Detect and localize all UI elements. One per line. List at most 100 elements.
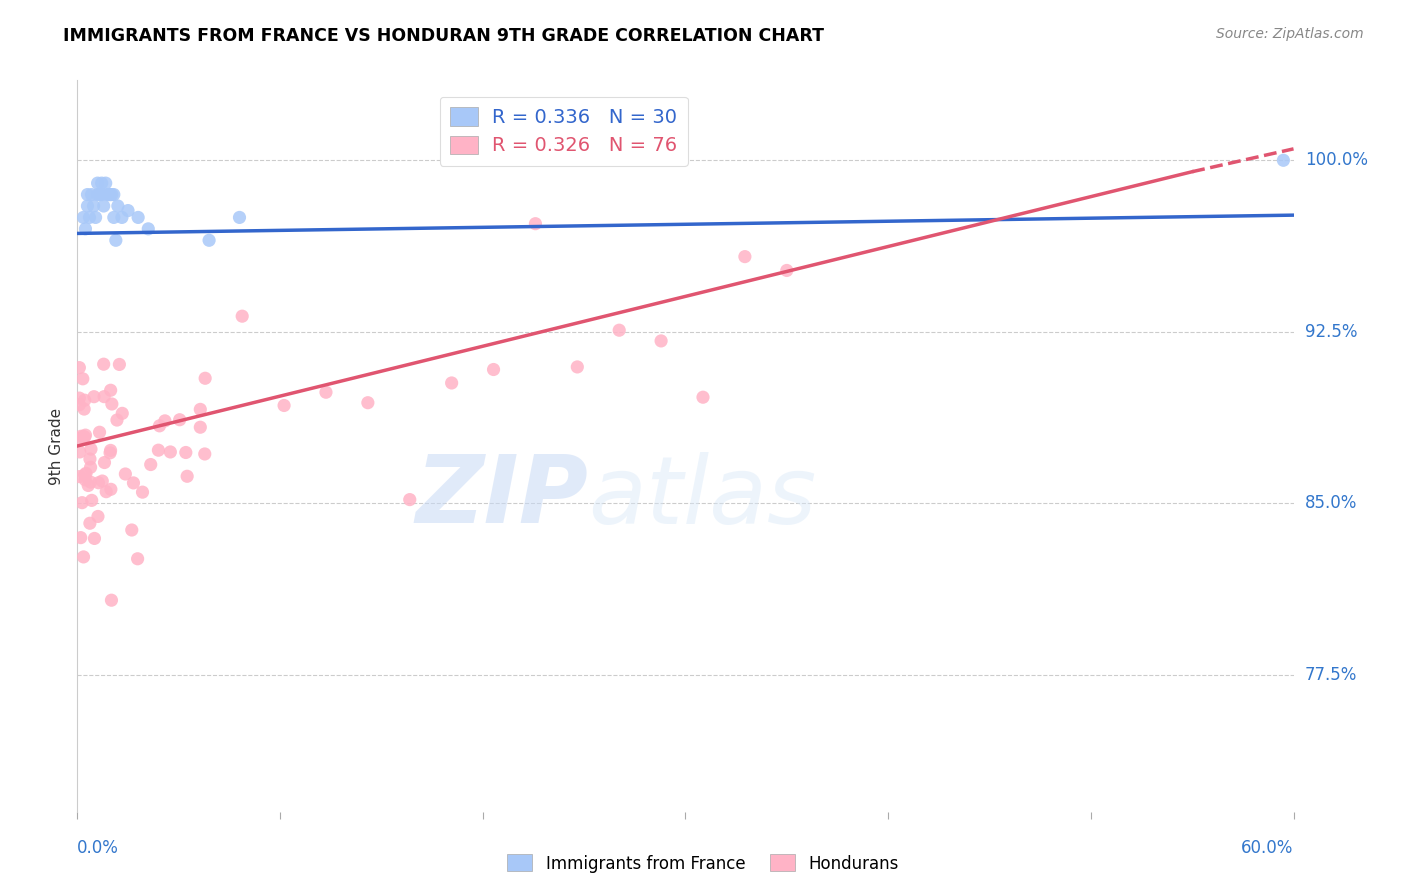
- Point: [127, 551, 149, 566]
- Point: [80, 493, 103, 508]
- Point: [108, 358, 131, 372]
- Point: [194, 371, 217, 385]
- Point: [70, 496, 93, 510]
- Point: [91, 474, 114, 488]
- Point: [122, 475, 145, 490]
- Point: [111, 211, 134, 225]
- Point: [84, 211, 107, 225]
- Point: [103, 211, 125, 225]
- Point: [90, 176, 112, 190]
- Point: [231, 309, 253, 323]
- Point: [111, 406, 134, 420]
- Point: [357, 395, 380, 409]
- Point: [67, 469, 90, 483]
- Point: [76, 199, 98, 213]
- Point: [228, 211, 250, 225]
- Point: [100, 483, 122, 497]
- Point: [1272, 153, 1295, 168]
- Point: [315, 385, 337, 400]
- Point: [97, 187, 120, 202]
- Text: Source: ZipAtlas.com: Source: ZipAtlas.com: [1216, 27, 1364, 41]
- Point: [692, 390, 714, 404]
- Point: [114, 467, 136, 481]
- Text: atlas: atlas: [588, 451, 817, 542]
- Point: [131, 485, 153, 500]
- Point: [101, 397, 124, 411]
- Point: [80, 187, 103, 202]
- Text: 0.0%: 0.0%: [77, 839, 120, 857]
- Text: 100.0%: 100.0%: [1305, 152, 1368, 169]
- Point: [482, 362, 505, 376]
- Point: [524, 217, 547, 231]
- Point: [89, 425, 111, 440]
- Point: [159, 445, 181, 459]
- Point: [75, 222, 97, 236]
- Point: [67, 398, 90, 412]
- Point: [398, 492, 420, 507]
- Point: [194, 447, 217, 461]
- Point: [72, 549, 94, 564]
- Point: [121, 523, 143, 537]
- Point: [100, 384, 122, 398]
- Point: [69, 445, 91, 459]
- Point: [198, 233, 221, 247]
- Point: [734, 250, 756, 264]
- Y-axis label: 9th Grade: 9th Grade: [49, 408, 65, 484]
- Point: [75, 428, 97, 442]
- Point: [93, 199, 115, 213]
- Point: [98, 187, 121, 202]
- Point: [79, 211, 101, 225]
- Point: [67, 391, 90, 405]
- Point: [79, 452, 101, 467]
- Text: 92.5%: 92.5%: [1305, 323, 1357, 341]
- Point: [76, 187, 98, 202]
- Point: [776, 263, 799, 277]
- Point: [107, 199, 129, 213]
- Point: [86, 187, 108, 202]
- Point: [73, 402, 96, 417]
- Text: ZIP: ZIP: [415, 451, 588, 543]
- Point: [72, 429, 94, 443]
- Point: [69, 432, 91, 446]
- Point: [100, 593, 122, 607]
- Point: [174, 445, 197, 459]
- Point: [67, 360, 90, 375]
- Point: [93, 456, 115, 470]
- Point: [72, 372, 94, 386]
- Point: [127, 211, 149, 225]
- Point: [103, 187, 125, 202]
- Point: [93, 357, 115, 371]
- Point: [86, 176, 108, 190]
- Point: [83, 532, 105, 546]
- Text: 60.0%: 60.0%: [1241, 839, 1294, 857]
- Point: [440, 376, 463, 390]
- Point: [567, 359, 589, 374]
- Point: [69, 531, 91, 545]
- Point: [83, 199, 105, 213]
- Point: [79, 475, 101, 489]
- Point: [101, 187, 124, 202]
- Point: [89, 187, 111, 202]
- Point: [98, 446, 121, 460]
- Point: [73, 393, 96, 408]
- Text: 77.5%: 77.5%: [1305, 665, 1357, 683]
- Point: [607, 323, 630, 337]
- Point: [650, 334, 672, 348]
- Point: [100, 443, 122, 458]
- Point: [96, 484, 118, 499]
- Point: [87, 509, 110, 524]
- Point: [73, 430, 96, 444]
- Point: [75, 473, 97, 487]
- Text: 85.0%: 85.0%: [1305, 494, 1357, 512]
- Point: [105, 413, 128, 427]
- Text: IMMIGRANTS FROM FRANCE VS HONDURAN 9TH GRADE CORRELATION CHART: IMMIGRANTS FROM FRANCE VS HONDURAN 9TH G…: [63, 27, 824, 45]
- Point: [104, 233, 127, 247]
- Point: [117, 203, 139, 218]
- Point: [98, 187, 121, 202]
- Legend: Immigrants from France, Hondurans: Immigrants from France, Hondurans: [501, 847, 905, 880]
- Point: [136, 222, 159, 236]
- Point: [188, 402, 211, 417]
- Point: [94, 176, 117, 190]
- Point: [79, 460, 101, 475]
- Point: [83, 390, 105, 404]
